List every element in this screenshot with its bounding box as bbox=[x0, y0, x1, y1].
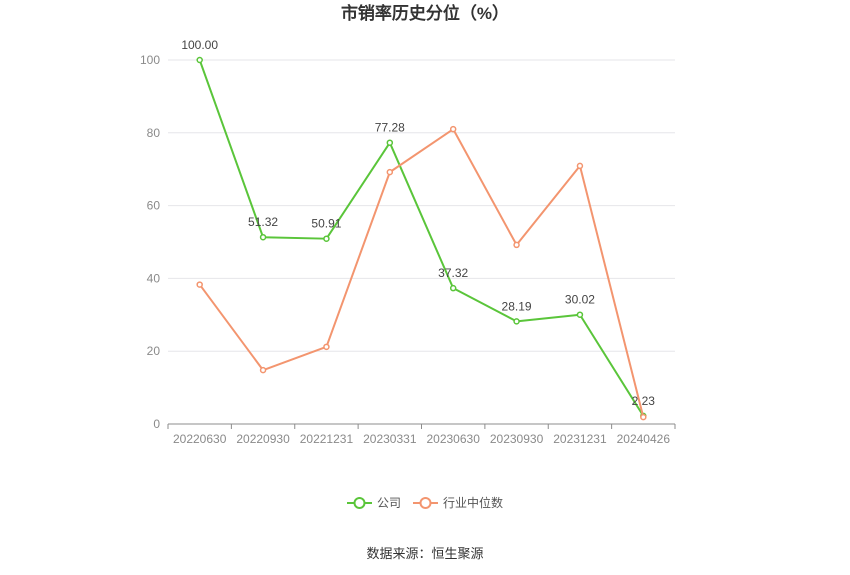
company-data-label: 2.23 bbox=[632, 394, 656, 408]
industry-median-point bbox=[576, 162, 584, 170]
company-data-label: 51.32 bbox=[248, 215, 278, 229]
company-point bbox=[259, 233, 267, 241]
company-data-label: 30.02 bbox=[565, 293, 595, 307]
company-point bbox=[386, 139, 394, 146]
industry-median-point bbox=[513, 241, 520, 249]
industry-median-point bbox=[259, 366, 267, 374]
y-tick-label: 40 bbox=[147, 271, 161, 285]
y-tick-label: 100 bbox=[140, 53, 160, 67]
x-tick-label: 20230930 bbox=[490, 432, 544, 446]
legend-company-marker bbox=[353, 497, 366, 509]
y-tick-label: 0 bbox=[153, 417, 160, 431]
x-tick-label: 20231231 bbox=[553, 432, 607, 446]
legend-industry-median-line-icon bbox=[413, 497, 438, 509]
y-gridlines bbox=[168, 59, 675, 352]
chart-title: 市销率历史分位（%） bbox=[340, 4, 510, 23]
company-point bbox=[449, 284, 457, 292]
legend-company-label: 公司 bbox=[376, 496, 401, 510]
company-data-label: 50.91 bbox=[311, 217, 341, 231]
x-tick-label: 20230331 bbox=[363, 432, 417, 446]
x-tick-label: 20220630 bbox=[173, 432, 227, 446]
legend-item-company[interactable]: 公司 bbox=[346, 496, 401, 510]
x-tick-label: 20221231 bbox=[300, 432, 354, 446]
company-point bbox=[576, 311, 584, 318]
industry-median-point bbox=[640, 413, 647, 421]
company-point bbox=[196, 56, 203, 64]
industry-median-point bbox=[449, 125, 457, 133]
chart-legend: 公司 行业中位数 bbox=[0, 496, 850, 510]
industry-median-point bbox=[323, 343, 330, 351]
y-tick-label: 20 bbox=[147, 344, 161, 358]
legend-company-line-icon bbox=[346, 497, 372, 509]
industry-median-line bbox=[198, 128, 645, 418]
company-series: 100.00 51.32 50.91 77.28 37.32 28.19 30.02 2.23 bbox=[181, 38, 656, 420]
x-tick-label: 20240426 bbox=[617, 432, 671, 446]
company-data-label: 77.28 bbox=[375, 121, 405, 135]
x-axis: 20220630 20220930 20221231 20230331 20230630… bbox=[167, 423, 676, 446]
industry-median-series bbox=[196, 125, 647, 421]
legend-industry-median-marker bbox=[419, 497, 432, 509]
company-point bbox=[513, 318, 520, 325]
company-data-label: 100.00 bbox=[181, 38, 218, 52]
company-data-label: 28.19 bbox=[502, 299, 532, 313]
industry-median-point bbox=[196, 281, 203, 288]
company-point bbox=[323, 235, 330, 242]
x-tick-label: 20230630 bbox=[426, 432, 480, 446]
x-tick-label: 20220930 bbox=[236, 432, 290, 446]
y-axis-labels: 0 20 40 60 80 100 bbox=[140, 53, 160, 431]
y-tick-label: 60 bbox=[147, 199, 161, 213]
legend-item-industry-median[interactable]: 行业中位数 bbox=[413, 496, 503, 510]
company-line bbox=[198, 59, 645, 417]
legend-industry-median-label: 行业中位数 bbox=[443, 496, 504, 510]
company-data-label: 37.32 bbox=[438, 266, 468, 280]
data-source-note: 数据来源：恒生聚源 bbox=[366, 546, 484, 561]
industry-median-point bbox=[386, 168, 394, 176]
y-tick-label: 80 bbox=[147, 126, 161, 140]
